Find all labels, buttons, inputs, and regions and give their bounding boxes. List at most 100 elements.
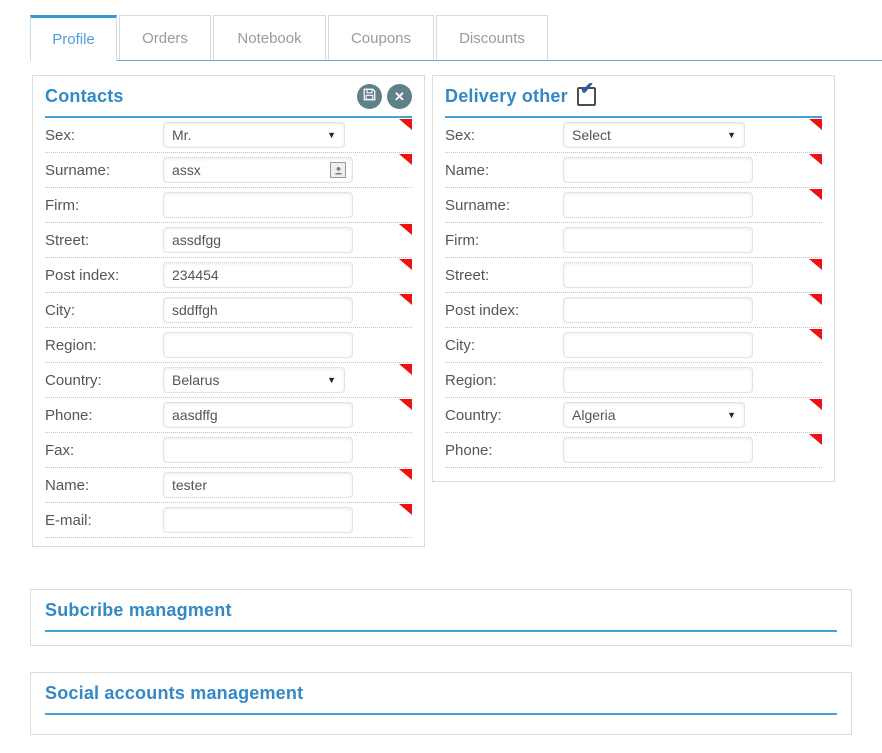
delivery-row-sex: Sex: Select ▼ — [445, 118, 822, 153]
checkmark-icon: ✔ — [579, 78, 595, 98]
delivery-phone-input[interactable] — [563, 437, 753, 463]
changed-flag-icon — [399, 224, 412, 235]
delivery-post-index-input[interactable] — [563, 297, 753, 323]
tab-coupons[interactable]: Coupons — [328, 15, 434, 61]
field-label: Sex: — [445, 126, 476, 144]
save-icon — [363, 88, 376, 104]
contacts-e-mail-input[interactable] — [163, 507, 353, 533]
select-value: Belarus — [172, 372, 220, 388]
field-control — [163, 227, 353, 253]
field-label: Post index: — [445, 301, 520, 319]
field-label: Name: — [445, 161, 490, 179]
field-label: Phone: — [445, 441, 493, 459]
field-control — [563, 227, 753, 253]
changed-flag-icon — [809, 119, 822, 130]
contacts-header-actions: ✕ — [357, 83, 412, 109]
field-label: Firm: — [445, 231, 480, 249]
contacts-name-input[interactable] — [163, 472, 353, 498]
contacts-surname-input[interactable] — [163, 157, 353, 183]
changed-flag-icon — [399, 154, 412, 165]
close-icon: ✕ — [394, 88, 405, 104]
changed-flag-icon — [399, 294, 412, 305]
contacts-fax-input[interactable] — [163, 437, 353, 463]
select-value: Algeria — [572, 407, 616, 423]
delivery-other-checkbox[interactable]: ✔ — [576, 80, 596, 106]
field-label: Fax: — [45, 441, 75, 459]
tab-label: Coupons — [350, 30, 412, 47]
delivery-sex-select[interactable]: Select ▼ — [563, 122, 745, 148]
field-control — [163, 157, 353, 183]
field-control: Belarus ▼ — [163, 367, 345, 393]
delivery-name-input[interactable] — [563, 157, 753, 183]
subscribe-header: Subcribe managment — [45, 590, 837, 632]
field-label: Country: — [45, 371, 102, 389]
changed-flag-icon — [399, 259, 412, 270]
field-control: Mr. ▼ — [163, 122, 345, 148]
caret-down-icon: ▼ — [727, 409, 736, 420]
field-label: Region: — [45, 336, 97, 354]
contacts-panel: Contacts ✕ Sex: Mr. ▼ — [32, 75, 425, 547]
select-value: Mr. — [172, 127, 192, 143]
contacts-row-sex: Sex: Mr. ▼ — [45, 118, 412, 153]
caret-down-icon: ▼ — [327, 374, 336, 385]
delivery-surname-input[interactable] — [563, 192, 753, 218]
close-button[interactable]: ✕ — [387, 83, 412, 109]
delivery-rows: Sex: Select ▼ Name: Surname: Firm: — [445, 118, 822, 468]
save-button[interactable] — [357, 83, 382, 109]
delivery-country-select[interactable]: Algeria ▼ — [563, 402, 745, 428]
tab-bar-underline — [117, 60, 882, 61]
contacts-region-input[interactable] — [163, 332, 353, 358]
field-label: Street: — [45, 231, 90, 249]
changed-flag-icon — [399, 119, 412, 130]
social-title: Social accounts management — [45, 682, 304, 703]
field-label: Phone: — [45, 406, 93, 424]
delivery-region-input[interactable] — [563, 367, 753, 393]
delivery-row-country: Country: Algeria ▼ — [445, 398, 822, 433]
subscribe-title: Subcribe managment — [45, 599, 232, 620]
delivery-row-name: Name: — [445, 153, 822, 188]
tab-discounts[interactable]: Discounts — [436, 15, 548, 61]
field-control — [563, 297, 753, 323]
delivery-row-city: City: — [445, 328, 822, 363]
autofill-person-icon[interactable] — [330, 162, 346, 178]
tab-profile[interactable]: Profile — [30, 15, 117, 61]
delivery-row-firm: Firm: — [445, 223, 822, 258]
field-label: Surname: — [445, 196, 511, 214]
delivery-city-input[interactable] — [563, 332, 753, 358]
tab-notebook[interactable]: Notebook — [213, 15, 326, 61]
tab-orders[interactable]: Orders — [119, 15, 211, 61]
contacts-firm-input[interactable] — [163, 192, 353, 218]
field-label: Region: — [445, 371, 497, 389]
contacts-post-index-input[interactable] — [163, 262, 353, 288]
field-control — [563, 367, 753, 393]
field-control — [163, 332, 353, 358]
delivery-row-street: Street: — [445, 258, 822, 293]
contacts-rows: Sex: Mr. ▼ Surname: Firm: Street — [45, 118, 412, 538]
field-label: Sex: — [45, 126, 76, 144]
field-label: Country: — [445, 406, 502, 424]
delivery-street-input[interactable] — [563, 262, 753, 288]
contacts-row-e-mail: E-mail: — [45, 503, 412, 538]
changed-flag-icon — [399, 469, 412, 480]
field-label: Surname: — [45, 161, 111, 179]
field-label: Name: — [45, 476, 90, 494]
changed-flag-icon — [809, 294, 822, 305]
field-control: Algeria ▼ — [563, 402, 745, 428]
field-label: City: — [45, 301, 75, 319]
delivery-firm-input[interactable] — [563, 227, 753, 253]
contacts-sex-select[interactable]: Mr. ▼ — [163, 122, 345, 148]
contacts-row-name: Name: — [45, 468, 412, 503]
field-label: Street: — [445, 266, 490, 284]
delivery-row-region: Region: — [445, 363, 822, 398]
contacts-phone-input[interactable] — [163, 402, 353, 428]
contacts-country-select[interactable]: Belarus ▼ — [163, 367, 345, 393]
contacts-city-input[interactable] — [163, 297, 353, 323]
delivery-row-surname: Surname: — [445, 188, 822, 223]
delivery-row-post-index: Post index: — [445, 293, 822, 328]
delivery-panel-header: Delivery other ✔ — [445, 76, 822, 118]
delivery-title: Delivery other — [445, 85, 568, 106]
caret-down-icon: ▼ — [327, 129, 336, 140]
contacts-street-input[interactable] — [163, 227, 353, 253]
field-control — [163, 262, 353, 288]
tab-label: Discounts — [459, 30, 525, 47]
